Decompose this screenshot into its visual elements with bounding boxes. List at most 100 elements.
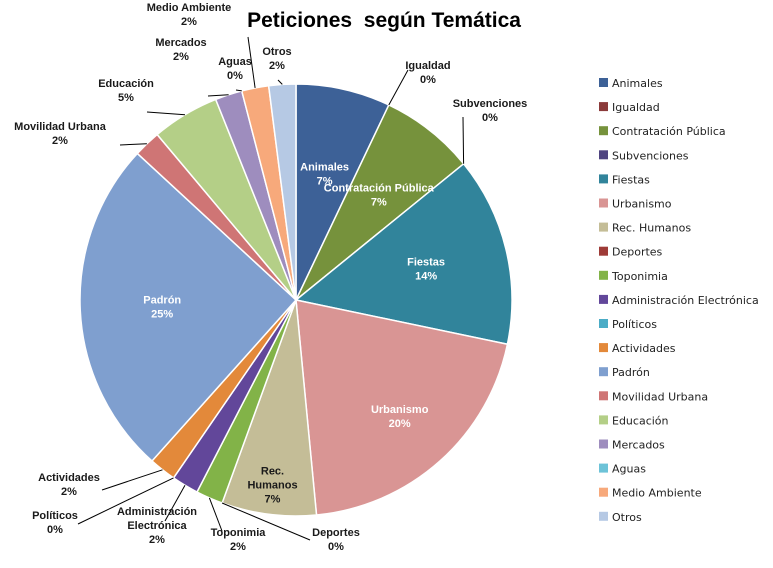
- legend-swatch: [599, 126, 608, 136]
- legend-item-toponimia: Toponimia: [599, 270, 668, 283]
- data-label-name: Otros: [262, 46, 291, 58]
- leader-line-mercados: [207, 94, 229, 97]
- legend-label: Medio Ambiente: [612, 487, 702, 500]
- data-label-toponimia: Toponimia 2%: [211, 527, 267, 553]
- leader-line-otros: [277, 79, 283, 85]
- data-label-name: Educación: [98, 78, 154, 90]
- data-label-value: 5%: [118, 92, 134, 104]
- data-label-name: Subvenciones: [453, 98, 528, 110]
- data-label-value: 0%: [420, 74, 436, 86]
- data-label-name: Padrón: [143, 294, 181, 306]
- legend: Animales Igualdad Contratación Pública Subv…: [599, 77, 759, 524]
- data-label-name: Administración: [117, 506, 197, 518]
- data-label-name: Igualdad: [405, 60, 450, 72]
- data-label-value: 0%: [227, 70, 243, 82]
- data-label-name: Deportes: [312, 527, 360, 539]
- legend-swatch: [599, 367, 608, 377]
- legend-item-politicos: Políticos: [599, 318, 657, 331]
- legend-swatch: [599, 150, 608, 160]
- data-label-name: Políticos: [32, 510, 78, 522]
- data-label-subvenciones: Subvenciones 0%: [453, 98, 528, 124]
- legend-label: Urbanismo: [612, 198, 672, 211]
- legend-label: Educación: [612, 414, 669, 427]
- slice-fiestas: [294, 162, 513, 346]
- legend-label: Otros: [612, 511, 642, 524]
- legend-label: Mercados: [612, 439, 665, 452]
- data-label-educacion: Educación 5%: [98, 78, 154, 104]
- leader-line-deportes: [221, 502, 311, 541]
- data-label-deportes: Deportes 0%: [312, 527, 360, 553]
- legend-item-mercados: Mercados: [599, 439, 665, 452]
- legend-swatch: [599, 222, 608, 232]
- data-label-value: 2%: [173, 51, 189, 63]
- data-label-actividades: Actividades 2%: [38, 472, 100, 498]
- legend-swatch: [599, 511, 608, 521]
- data-label-value: 0%: [328, 541, 344, 553]
- data-label-name: Medio Ambiente: [147, 2, 232, 14]
- legend-item-padron: Padrón: [599, 366, 650, 379]
- legend-label: Igualdad: [612, 101, 660, 114]
- legend-label: Deportes: [612, 246, 663, 259]
- legend-label: Padrón: [612, 366, 650, 379]
- data-label-name: Actividades: [38, 472, 100, 484]
- legend-swatch: [599, 198, 608, 208]
- data-label-value: 20%: [389, 418, 411, 430]
- data-label-rec-humanos: Rec. Humanos 7%: [247, 465, 297, 505]
- data-label-name: Electrónica: [127, 520, 187, 532]
- legend-label: Movilidad Urbana: [612, 390, 708, 403]
- pie-slices: [79, 83, 513, 517]
- legend-swatch: [599, 246, 608, 256]
- legend-item-rec-humanos: Rec. Humanos: [599, 222, 691, 235]
- legend-label: Animales: [612, 77, 663, 90]
- data-label-value: 2%: [269, 60, 285, 72]
- data-label-administracion-electronica: Administración Electrónica 2%: [117, 506, 197, 546]
- data-labels: Animales 7% Igualdad 0% Contratación Pública…: [14, 2, 527, 553]
- leader-line-actividades: [101, 469, 163, 491]
- legend-item-administracion-electronica: Administración Electrónica: [599, 294, 759, 307]
- legend-swatch: [599, 415, 608, 425]
- data-label-name: Humanos: [247, 479, 297, 491]
- leader-line-administracion-electronica: [164, 485, 186, 522]
- legend-swatch: [599, 439, 608, 449]
- legend-label: Toponimia: [611, 270, 668, 283]
- legend-item-contratacion-publica: Contratación Pública: [599, 125, 726, 138]
- data-label-value: 2%: [52, 135, 68, 147]
- leader-line-subvenciones: [462, 116, 465, 164]
- legend-label: Fiestas: [612, 173, 650, 186]
- legend-item-aguas: Aguas: [599, 463, 646, 476]
- leader-line-politicos: [77, 477, 174, 525]
- data-label-value: 2%: [61, 486, 77, 498]
- slice-urbanismo: [295, 299, 509, 516]
- legend-swatch: [599, 391, 608, 401]
- leader-lines: [77, 36, 465, 541]
- legend-item-medio-ambiente: Medio Ambiente: [599, 487, 702, 500]
- data-label-contratacion-publica: Contratación Pública 7%: [324, 183, 435, 209]
- data-label-value: 7%: [265, 493, 281, 505]
- legend-swatch: [599, 343, 608, 353]
- legend-item-actividades: Actividades: [599, 342, 676, 355]
- leader-line-igualdad: [388, 69, 409, 106]
- data-label-name: Movilidad Urbana: [14, 121, 107, 133]
- data-label-politicos: Políticos 0%: [32, 510, 78, 536]
- legend-label: Subvenciones: [612, 149, 689, 162]
- leader-line-medio-ambiente: [247, 36, 256, 88]
- leader-line-educacion: [146, 111, 186, 116]
- legend-label: Políticos: [612, 318, 657, 331]
- data-label-value: 0%: [482, 112, 498, 124]
- data-label-animales: Animales 7%: [300, 162, 349, 188]
- legend-item-subvenciones: Subvenciones: [599, 149, 689, 162]
- legend-item-deportes: Deportes: [599, 246, 663, 259]
- data-label-name: Rec.: [261, 465, 284, 477]
- data-label-urbanismo: Urbanismo 20%: [371, 404, 429, 430]
- legend-label: Contratación Pública: [612, 125, 726, 138]
- legend-item-urbanismo: Urbanismo: [599, 198, 672, 211]
- data-label-aguas: Aguas 0%: [218, 56, 252, 82]
- legend-label: Aguas: [612, 463, 646, 476]
- legend-item-movilidad-urbana: Movilidad Urbana: [599, 390, 708, 403]
- data-label-igualdad: Igualdad 0%: [405, 60, 450, 86]
- legend-item-igualdad: Igualdad: [599, 101, 660, 114]
- data-label-value: 25%: [151, 308, 173, 320]
- data-label-value: 7%: [317, 176, 333, 188]
- legend-item-animales: Animales: [599, 77, 663, 90]
